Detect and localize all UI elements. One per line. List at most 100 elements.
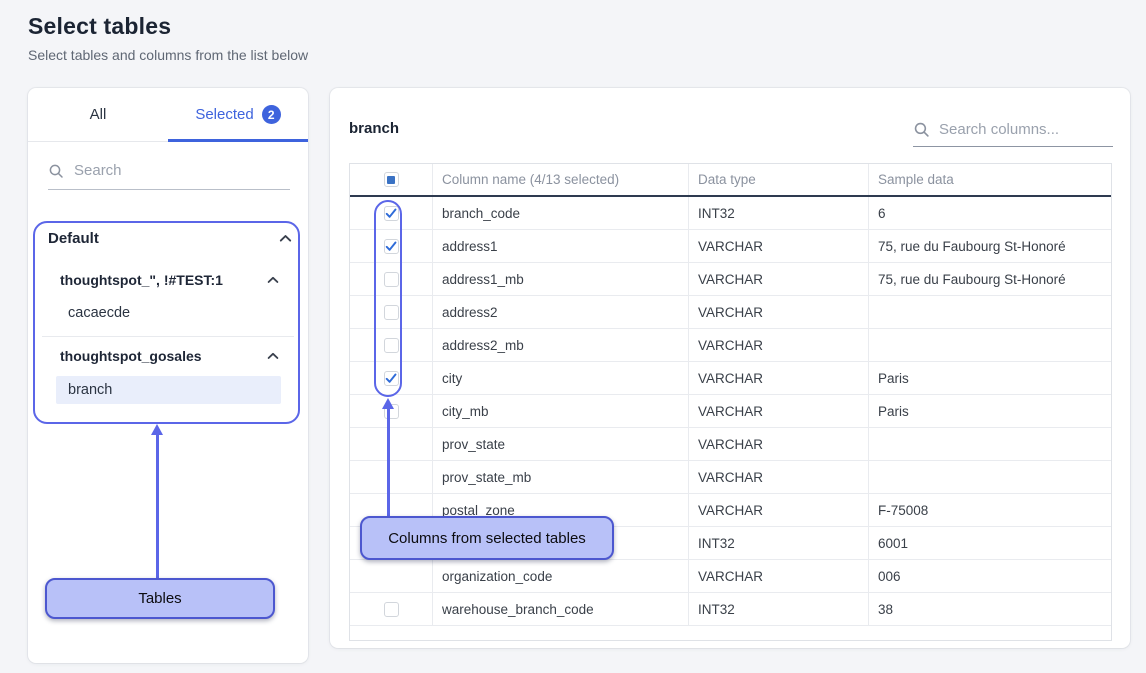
tree-table-branch[interactable]: branch [56,376,281,404]
header-sample-data: Sample data [868,164,1111,195]
tables-tab-bar: All Selected 2 [28,88,308,142]
tab-all-label: All [89,106,107,123]
columns-search-placeholder: Search columns... [939,121,1060,138]
selected-table-title: branch [349,120,400,137]
cell-data-type: VARCHAR [688,263,868,295]
table-row[interactable]: INT32 6001 [350,527,1111,560]
cell-sample-data [868,329,1111,361]
tree-table-cacaecde-label: cacaecde [68,305,131,321]
tree-node-thoughtspot-test[interactable]: thoughtspot_", !#TEST:1 [60,270,279,290]
cell-sample-data [868,428,1111,460]
cell-data-type: VARCHAR [688,296,868,328]
tables-search-field[interactable]: Search [48,152,290,190]
cell-data-type: VARCHAR [688,230,868,262]
cell-sample-data: 75, rue du Faubourg St-Honoré [868,263,1111,295]
cell-sample-data: 6 [868,197,1111,229]
table-row[interactable]: warehouse_branch_code INT32 38 [350,593,1111,626]
search-icon [913,121,930,138]
cell-data-type: VARCHAR [688,560,868,592]
row-checkbox[interactable] [383,304,399,320]
tree-node-default[interactable]: Default [48,228,292,248]
cell-column-name: prov_state [432,428,688,460]
cell-sample-data: 75, rue du Faubourg St-Honoré [868,230,1111,262]
page-title: Select tables [28,13,172,39]
select-all-checkbox[interactable] [383,172,399,187]
chevron-up-icon[interactable] [267,276,279,284]
cell-column-name: warehouse_branch_code [432,593,688,625]
columns-annotation-callout: Columns from selected tables [360,516,614,560]
cell-data-type: VARCHAR [688,329,868,361]
cell-data-type: VARCHAR [688,461,868,493]
header-column-name: Column name (4/13 selected) [432,164,688,195]
tree-table-cacaecde[interactable]: cacaecde [68,303,130,323]
tree-node-default-label: Default [48,229,99,247]
tables-search-placeholder: Search [74,162,122,179]
cell-column-name: postal_zone [432,494,688,526]
row-checkbox[interactable] [383,403,399,419]
tables-annotation-label: Tables [138,590,182,607]
table-row[interactable]: address2 VARCHAR [350,296,1111,329]
tab-all[interactable]: All [28,88,168,141]
cell-column-name: branch_code [432,197,688,229]
cell-data-type: VARCHAR [688,362,868,394]
table-row[interactable]: branch_code INT32 6 [350,197,1111,230]
page-header: Select tables Select tables and columns … [28,13,308,63]
chevron-up-icon[interactable] [279,234,292,243]
table-row[interactable]: address2_mb VARCHAR [350,329,1111,362]
tree-node-thoughtspot-gosales[interactable]: thoughtspot_gosales [60,346,279,366]
row-checkbox[interactable] [383,370,399,386]
row-checkbox[interactable] [383,271,399,287]
tab-selected[interactable]: Selected 2 [168,88,308,141]
cell-data-type: INT32 [688,527,868,559]
active-tab-underline [168,139,308,142]
cell-sample-data: 006 [868,560,1111,592]
cell-sample-data: 6001 [868,527,1111,559]
cell-column-name: address1_mb [432,263,688,295]
row-checkbox[interactable] [383,238,399,254]
row-checkbox[interactable] [383,601,399,617]
tree-node-thoughtspot-gosales-label: thoughtspot_gosales [60,348,202,364]
cell-data-type: INT32 [688,197,868,229]
columns-table-header: Column name (4/13 selected) Data type Sa… [350,164,1111,197]
columns-panel: branch Search columns... Column name (4/… [330,88,1130,648]
table-row[interactable]: prov_state VARCHAR [350,428,1111,461]
cell-column-name: address1 [432,230,688,262]
table-row[interactable]: address1 VARCHAR 75, rue du Faubourg St-… [350,230,1111,263]
cell-data-type: VARCHAR [688,494,868,526]
row-checkbox[interactable] [383,205,399,221]
cell-data-type: INT32 [688,593,868,625]
columns-table: Column name (4/13 selected) Data type Sa… [349,163,1112,641]
chevron-up-icon[interactable] [267,352,279,360]
tree-divider [42,336,294,337]
cell-sample-data [868,461,1111,493]
cell-sample-data: Paris [868,362,1111,394]
tree-table-branch-label: branch [68,382,113,398]
cell-column-name: address2 [432,296,688,328]
search-icon [48,163,64,179]
cell-sample-data [868,296,1111,328]
row-checkbox[interactable] [383,337,399,353]
columns-annotation-label: Columns from selected tables [388,529,586,547]
cell-column-name: city_mb [432,395,688,427]
tables-panel: All Selected 2 Search Default thoughtspo… [28,88,308,663]
cell-column-name: city [432,362,688,394]
table-row[interactable]: prov_state_mb VARCHAR [350,461,1111,494]
table-row[interactable]: postal_zone VARCHAR F-75008 [350,494,1111,527]
cell-sample-data: 38 [868,593,1111,625]
table-row[interactable]: address1_mb VARCHAR 75, rue du Faubourg … [350,263,1111,296]
header-data-type: Data type [688,164,868,195]
tree-node-thoughtspot-test-label: thoughtspot_", !#TEST:1 [60,272,223,288]
columns-search-field[interactable]: Search columns... [913,113,1113,147]
table-row[interactable]: city VARCHAR Paris [350,362,1111,395]
cell-column-name: address2_mb [432,329,688,361]
page-subtitle: Select tables and columns from the list … [28,47,309,63]
table-row[interactable]: organization_code VARCHAR 006 [350,560,1111,593]
selected-count-badge: 2 [261,105,281,124]
cell-column-name: organization_code [432,560,688,592]
cell-sample-data: F-75008 [868,494,1111,526]
cell-data-type: VARCHAR [688,395,868,427]
table-row[interactable]: city_mb VARCHAR Paris [350,395,1111,428]
cell-sample-data: Paris [868,395,1111,427]
tables-annotation-callout: Tables [45,578,275,619]
tab-selected-label: Selected [195,106,254,123]
